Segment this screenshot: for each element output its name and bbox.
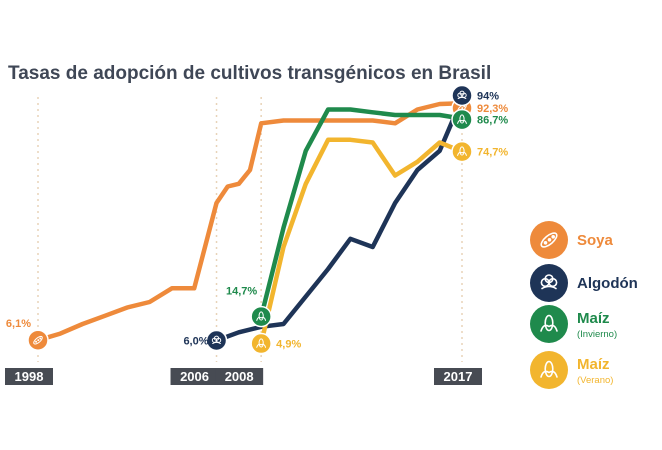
cotton-icon — [451, 84, 473, 107]
corn-winter-icon — [250, 305, 272, 328]
series-markers: 6,1% 92,3% 6,0% 94% 14,7% 86,7% 4,9% 74,7% — [6, 84, 508, 355]
series-line-corn-summer — [258, 137, 465, 346]
legend-label: Maíz — [577, 356, 610, 373]
legend-item: Maíz (Invierno) — [530, 305, 617, 343]
corn-summer-icon — [451, 140, 473, 163]
year-badge — [434, 368, 482, 385]
legend-item: Maíz (Verano) — [530, 351, 613, 389]
start-value-label: 6,1% — [6, 318, 31, 330]
year-badge — [170, 368, 219, 385]
year-label: 1998 — [15, 369, 44, 384]
legend-sublabel: (Verano) — [577, 375, 613, 386]
legend-item: Soya — [530, 221, 614, 259]
end-value-label: 74,7% — [477, 147, 508, 159]
legend-label: Soya — [577, 232, 614, 249]
year-badge — [215, 368, 264, 385]
series-line-corn-winter — [258, 107, 465, 319]
legend-sublabel: (Invierno) — [577, 329, 617, 340]
year-ticks: 1998 2006 2008 2017 — [5, 97, 482, 385]
year-badge — [5, 368, 53, 385]
legend-label: Maíz — [577, 310, 610, 327]
corn-winter-icon — [530, 305, 568, 343]
legend-item: Algodón — [530, 264, 638, 302]
end-value-label: 92,3% — [477, 103, 508, 115]
chart-title: Tasas de adopción de cultivos transgénic… — [8, 63, 491, 84]
end-value-label: 94% — [477, 91, 499, 103]
series-line-soy — [35, 100, 465, 343]
start-value-label: 14,7% — [226, 286, 257, 298]
corn-summer-icon — [250, 332, 272, 355]
legend: Soya Algodón Maíz (Invierno) Maíz (Verano) — [530, 221, 638, 389]
year-label: 2008 — [225, 369, 254, 384]
start-value-label: 4,9% — [276, 339, 301, 351]
soy-icon — [27, 329, 49, 351]
series-line-cotton — [214, 96, 465, 343]
year-label: 2006 — [180, 369, 209, 384]
end-value-label: 86,7% — [477, 115, 508, 127]
corn-winter-icon — [451, 108, 473, 131]
corn-summer-icon — [530, 351, 568, 389]
legend-label: Algodón — [577, 275, 638, 292]
series-lines — [35, 96, 465, 346]
start-value-label: 6,0% — [183, 336, 208, 348]
year-label: 2017 — [444, 369, 473, 384]
cotton-icon — [205, 329, 228, 352]
